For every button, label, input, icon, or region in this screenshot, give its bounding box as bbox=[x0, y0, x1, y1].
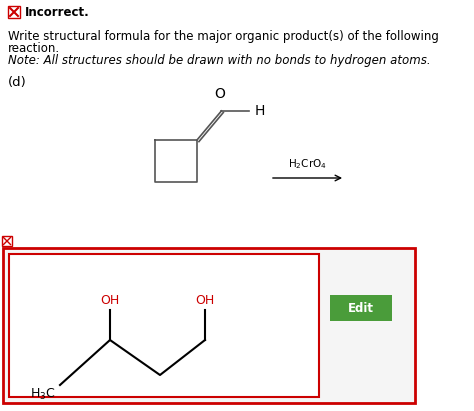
Bar bbox=[330, 295, 392, 321]
Text: OH: OH bbox=[195, 294, 215, 307]
Text: reaction.: reaction. bbox=[8, 42, 60, 55]
Text: Note: All structures should be drawn with no bonds to hydrogen atoms.: Note: All structures should be drawn wit… bbox=[8, 54, 430, 67]
Text: H$_2$CrO$_4$: H$_2$CrO$_4$ bbox=[288, 157, 327, 171]
Text: Write structural formula for the major organic product(s) of the following: Write structural formula for the major o… bbox=[8, 30, 439, 43]
Text: (d): (d) bbox=[8, 76, 27, 89]
Text: O: O bbox=[214, 87, 225, 101]
Text: H$_3$C: H$_3$C bbox=[30, 387, 56, 402]
Text: H: H bbox=[255, 104, 265, 118]
Text: Incorrect.: Incorrect. bbox=[25, 5, 90, 18]
Text: OH: OH bbox=[100, 294, 119, 307]
Bar bbox=[8, 6, 20, 18]
Bar bbox=[9, 254, 319, 397]
Bar bbox=[2, 236, 12, 246]
Text: Edit: Edit bbox=[348, 302, 374, 314]
Bar bbox=[3, 248, 415, 403]
